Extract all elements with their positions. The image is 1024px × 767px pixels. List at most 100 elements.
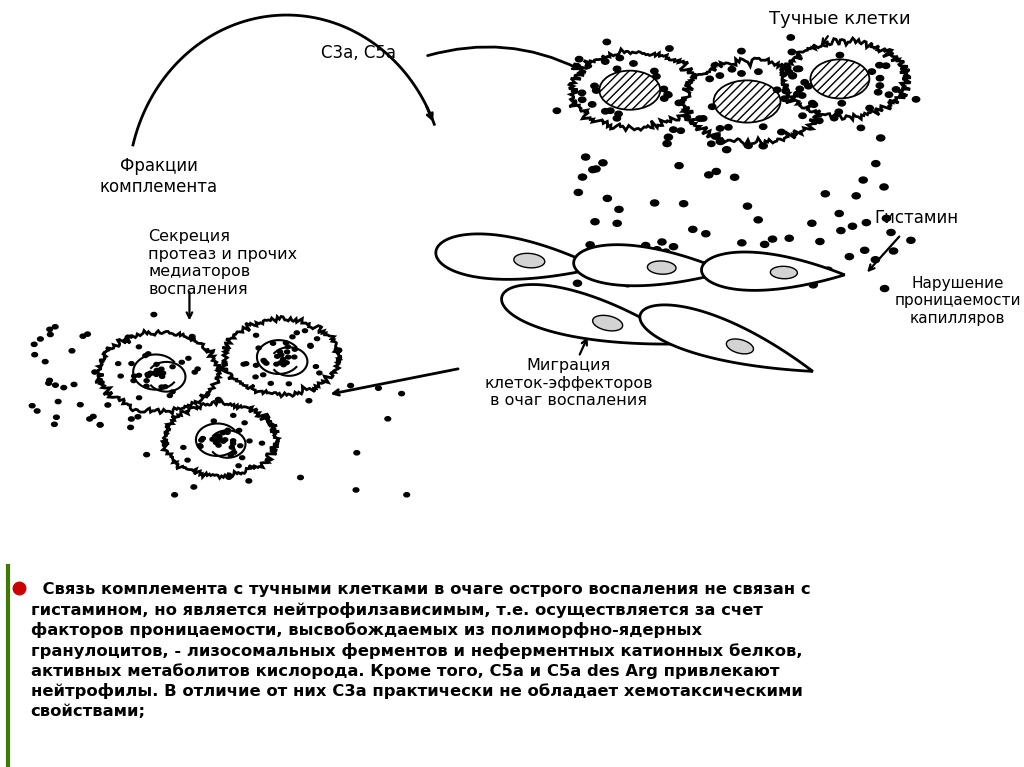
Circle shape	[32, 342, 37, 347]
Circle shape	[573, 280, 582, 286]
Circle shape	[51, 422, 57, 426]
Circle shape	[80, 334, 86, 338]
Circle shape	[155, 368, 160, 372]
Circle shape	[753, 272, 761, 278]
Circle shape	[230, 413, 236, 417]
Circle shape	[614, 206, 623, 212]
Circle shape	[241, 362, 246, 366]
Circle shape	[226, 475, 231, 479]
Circle shape	[292, 355, 297, 359]
Circle shape	[591, 84, 598, 89]
Circle shape	[816, 118, 823, 123]
Circle shape	[866, 105, 873, 110]
Circle shape	[825, 84, 833, 89]
Circle shape	[92, 370, 97, 374]
Circle shape	[662, 249, 670, 255]
Text: Нарушение
проницаемости
капилляров: Нарушение проницаемости капилляров	[894, 276, 1021, 325]
Circle shape	[624, 281, 632, 287]
Circle shape	[755, 69, 762, 74]
Circle shape	[588, 247, 596, 253]
Circle shape	[649, 277, 657, 283]
Polygon shape	[162, 400, 280, 479]
Circle shape	[836, 210, 844, 216]
Circle shape	[787, 35, 795, 40]
Circle shape	[871, 160, 880, 166]
Circle shape	[642, 242, 650, 249]
Circle shape	[708, 141, 715, 146]
Circle shape	[213, 440, 218, 444]
Polygon shape	[514, 253, 545, 268]
Circle shape	[744, 143, 753, 149]
Circle shape	[254, 364, 259, 367]
Circle shape	[713, 109, 720, 114]
Circle shape	[874, 90, 882, 95]
Circle shape	[892, 87, 900, 92]
Circle shape	[759, 143, 767, 149]
Circle shape	[128, 425, 133, 430]
Circle shape	[97, 373, 103, 377]
Circle shape	[148, 371, 154, 375]
Circle shape	[862, 219, 870, 225]
Circle shape	[579, 91, 586, 96]
Circle shape	[601, 59, 609, 64]
Circle shape	[240, 456, 245, 459]
Circle shape	[78, 403, 83, 407]
Circle shape	[723, 146, 731, 153]
Circle shape	[852, 193, 860, 199]
Text: Связь комплемента с тучными клетками в очаге острого воспаления не связан с
гист: Связь комплемента с тучными клетками в о…	[31, 582, 810, 719]
Circle shape	[837, 52, 844, 58]
Circle shape	[738, 71, 745, 76]
Circle shape	[403, 492, 410, 497]
Circle shape	[816, 239, 824, 245]
Ellipse shape	[810, 59, 869, 98]
Circle shape	[316, 371, 322, 375]
Circle shape	[589, 166, 597, 173]
Circle shape	[55, 400, 61, 403]
Circle shape	[670, 244, 678, 250]
Circle shape	[616, 55, 624, 61]
Circle shape	[877, 75, 884, 81]
Circle shape	[809, 282, 817, 288]
Polygon shape	[770, 266, 798, 278]
Circle shape	[692, 265, 700, 271]
Circle shape	[220, 439, 225, 443]
Circle shape	[170, 390, 175, 393]
Circle shape	[760, 124, 767, 130]
Circle shape	[215, 434, 220, 438]
Circle shape	[706, 76, 714, 81]
Circle shape	[662, 262, 670, 268]
Polygon shape	[436, 234, 598, 279]
Circle shape	[230, 442, 236, 446]
Circle shape	[52, 383, 58, 387]
Circle shape	[145, 373, 151, 377]
Circle shape	[278, 350, 283, 354]
Polygon shape	[573, 245, 727, 286]
Circle shape	[159, 367, 164, 371]
Circle shape	[613, 220, 622, 226]
Circle shape	[808, 220, 816, 226]
Circle shape	[268, 381, 273, 385]
Circle shape	[717, 126, 724, 131]
Circle shape	[145, 352, 151, 356]
Polygon shape	[502, 285, 685, 344]
Circle shape	[670, 127, 677, 133]
Circle shape	[154, 363, 159, 366]
Circle shape	[220, 431, 225, 435]
Polygon shape	[640, 305, 813, 371]
Circle shape	[30, 403, 35, 408]
Circle shape	[857, 125, 864, 130]
Circle shape	[877, 83, 884, 88]
Circle shape	[53, 415, 59, 420]
Circle shape	[118, 374, 123, 378]
Circle shape	[133, 346, 138, 350]
Circle shape	[680, 201, 688, 206]
Circle shape	[199, 439, 204, 442]
Circle shape	[837, 228, 845, 234]
Circle shape	[228, 453, 233, 457]
Circle shape	[650, 200, 658, 206]
Circle shape	[887, 229, 895, 235]
Circle shape	[630, 61, 637, 66]
Circle shape	[796, 86, 804, 91]
Circle shape	[618, 248, 627, 254]
Circle shape	[52, 324, 58, 329]
